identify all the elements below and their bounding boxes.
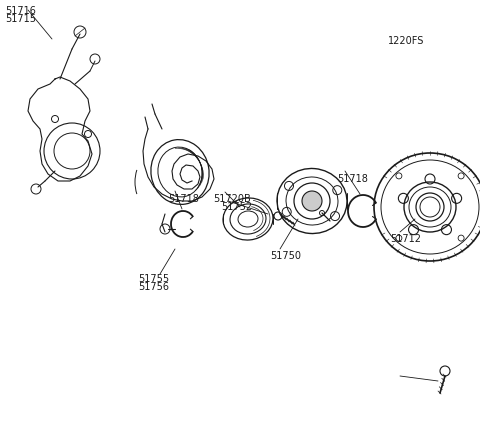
- Text: 51720B: 51720B: [213, 194, 251, 204]
- Text: 51752: 51752: [221, 202, 252, 212]
- Text: 51756: 51756: [138, 282, 169, 292]
- Text: 1220FS: 1220FS: [388, 36, 424, 46]
- Text: 51712: 51712: [390, 234, 421, 244]
- Circle shape: [302, 191, 322, 211]
- Text: 51750: 51750: [270, 251, 301, 261]
- Text: 51715: 51715: [5, 14, 36, 24]
- Text: 51718: 51718: [168, 194, 199, 204]
- Text: 51755: 51755: [138, 274, 169, 284]
- Text: 51718: 51718: [337, 174, 368, 184]
- Text: 51716: 51716: [5, 6, 36, 16]
